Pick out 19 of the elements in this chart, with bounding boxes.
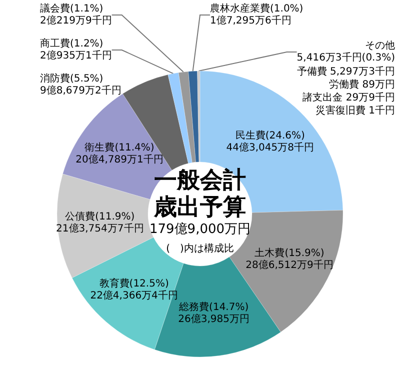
text: 予備費 5,297万3千円	[296, 66, 396, 78]
slice-label: その他	[365, 40, 395, 52]
text: 179億9,000万円	[149, 222, 251, 237]
slice-label: 土木費(15.9%) 28億6,512万9千円	[246, 247, 334, 272]
slice-label: 公債費(11.9%) 21億3,754万7千円	[56, 210, 144, 234]
slice-label: 衛生費(11.4%) 20億4,789万1千円	[76, 141, 164, 166]
text: 労働費 89万円	[329, 78, 396, 90]
data-label: 5,416万3千円(0.3%)	[296, 52, 396, 64]
slice-label: 民生費(24.6%) 44億3,045万8千円	[226, 129, 314, 154]
text: 諸支出金 29万9千円	[302, 92, 395, 104]
slice-label: 農林水産業費(1.0%) 1億7,295万6千円	[210, 2, 304, 26]
slice-label: 教育費(12.5%) 22億4,366万4千円	[90, 277, 178, 302]
slice-label: 消防費(5.5%) 9億8,679万2千円	[40, 72, 122, 96]
text: 災害復旧費 1千円	[315, 104, 396, 116]
slice-label: 議会費(1.1%) 2億219万9千円	[40, 2, 112, 26]
slice-label: 商工費(1.2%) 2億935万1千円	[40, 38, 112, 62]
text: ( )内は構成比	[166, 242, 234, 254]
text: 一般会計歳出予算	[153, 168, 246, 220]
slice-label: 総務費(14.7%) 26億3,985万円	[178, 301, 250, 326]
